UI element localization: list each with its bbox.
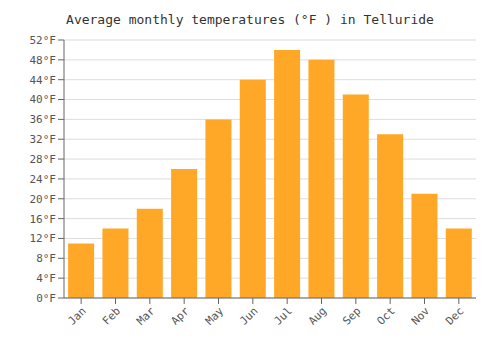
- svg-text:Feb: Feb: [100, 304, 123, 327]
- svg-text:4°F: 4°F: [36, 272, 56, 285]
- html-text:Average monthly temperatures (: Average monthly temperatures (°F ) in Te…: [66, 12, 434, 27]
- svg-text:12°F: 12°F: [30, 232, 57, 245]
- svg-text:16°F: 16°F: [30, 213, 57, 226]
- svg-text:40°F: 40°F: [30, 93, 57, 106]
- svg-text:Oct: Oct: [375, 304, 398, 327]
- svg-text:Sep: Sep: [340, 304, 363, 327]
- svg-text:May: May: [203, 304, 227, 328]
- svg-text:24°F: 24°F: [30, 173, 57, 186]
- svg-text:32°F: 32°F: [30, 133, 57, 146]
- svg-text:Nov: Nov: [409, 304, 433, 328]
- svg-text:44°F: 44°F: [30, 74, 57, 87]
- svg-text:8°F: 8°F: [36, 252, 56, 265]
- svg-text:Jul: Jul: [272, 304, 295, 327]
- svg-text:20°F: 20°F: [30, 193, 57, 206]
- svg-text:36°F: 36°F: [30, 113, 57, 126]
- svg-text:Jan: Jan: [66, 304, 89, 327]
- svg-text:Jun: Jun: [237, 304, 260, 327]
- svg-text:Dec: Dec: [443, 304, 466, 327]
- svg-text:48°F: 48°F: [30, 54, 57, 67]
- svg-text:Mar: Mar: [134, 304, 158, 328]
- svg-text:Aug: Aug: [306, 304, 329, 327]
- svg-text:Apr: Apr: [169, 304, 193, 328]
- svg-text:52°F: 52°F: [30, 34, 57, 47]
- svg-text:28°F: 28°F: [30, 153, 57, 166]
- svg-text:0°F: 0°F: [36, 292, 56, 305]
